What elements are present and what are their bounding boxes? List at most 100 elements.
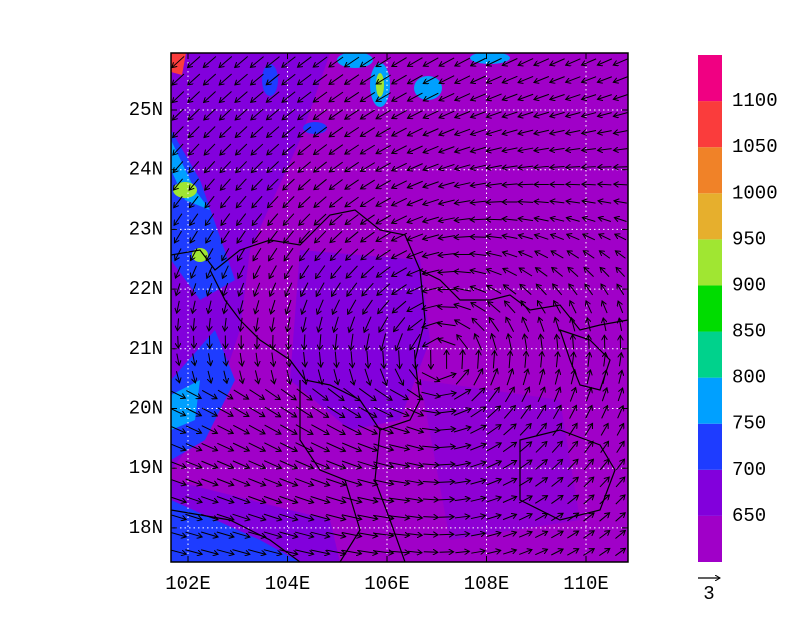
- wind-arrow: [315, 230, 327, 243]
- wind-arrow: [251, 126, 264, 138]
- wind-arrow: [455, 75, 471, 83]
- wind-arrow: [270, 282, 277, 296]
- wind-arrow: [388, 533, 410, 535]
- wind-arrow: [279, 531, 297, 537]
- wind-arrow: [330, 213, 343, 225]
- wind-arrow: [551, 549, 563, 556]
- wind-arrow: [407, 127, 423, 135]
- wind-arrow: [392, 300, 407, 313]
- wind-arrow: [192, 370, 195, 383]
- wind-arrow: [248, 406, 265, 416]
- wind-arrow: [220, 143, 232, 155]
- wind-arrow: [280, 424, 297, 434]
- wind-arrow: [366, 333, 369, 351]
- wind-arrow: [201, 496, 218, 503]
- wind-arrow: [263, 531, 282, 537]
- wind-arrow: [486, 202, 502, 203]
- wind-arrow: [408, 74, 423, 83]
- wind-arrow: [572, 352, 574, 367]
- wind-arrow: [294, 495, 314, 502]
- wind-arrow: [520, 284, 532, 295]
- wind-arrow: [327, 406, 344, 418]
- wind-arrow: [174, 195, 183, 207]
- wind-arrow: [423, 75, 439, 84]
- wind-arrow: [251, 143, 264, 155]
- wind-arrow: [389, 407, 409, 416]
- y-tick-label: 24N: [129, 159, 163, 181]
- wind-arrow: [264, 442, 281, 451]
- wind-arrow: [342, 424, 362, 434]
- wind-arrow: [237, 230, 246, 243]
- wind-arrow: [569, 387, 575, 402]
- wind-arrow: [376, 214, 391, 223]
- wind-arrow: [541, 352, 543, 368]
- wind-arrow: [436, 393, 456, 397]
- wind-arrow: [454, 304, 471, 311]
- wind-arrow: [345, 74, 360, 85]
- wind-arrow: [360, 92, 376, 101]
- wind-arrow: [376, 249, 391, 259]
- wind-arrow: [302, 299, 308, 314]
- colorbar-label: 650: [732, 505, 766, 527]
- wind-arrow: [601, 284, 609, 296]
- wind-arrow: [470, 287, 487, 293]
- wind-arrow: [470, 201, 487, 203]
- wind-arrow: [551, 251, 564, 259]
- wind-arrow: [206, 248, 214, 260]
- wind-arrow: [177, 353, 179, 366]
- wind-arrow: [204, 126, 216, 137]
- wind-arrow: [613, 76, 628, 82]
- wind-arrow: [208, 300, 211, 314]
- wind-arrow: [539, 317, 545, 332]
- wind-arrow: [173, 143, 184, 155]
- wind-arrow: [298, 143, 312, 154]
- wind-arrow: [566, 112, 581, 116]
- wind-arrow: [597, 58, 613, 65]
- wind-arrow: [552, 423, 562, 436]
- wind-arrow: [373, 533, 393, 536]
- wind-arrow: [407, 215, 424, 222]
- wind-arrow: [550, 218, 565, 221]
- wind-arrow: [475, 334, 483, 351]
- wind-arrow: [349, 316, 356, 333]
- wind-arrow: [599, 548, 609, 556]
- wind-arrow: [300, 247, 310, 260]
- wind-arrow: [376, 232, 391, 242]
- wind-arrow: [423, 128, 439, 136]
- wind-arrow: [438, 307, 456, 308]
- colorbar-label: 1000: [732, 182, 778, 204]
- wind-arrow: [423, 234, 440, 239]
- map-area: [171, 53, 628, 562]
- wind-arrow: [602, 301, 608, 314]
- wind-arrow: [171, 425, 185, 433]
- wind-arrow: [173, 178, 183, 190]
- wind-arrow: [254, 282, 261, 296]
- wind-arrow: [616, 267, 626, 277]
- wind-arrow: [200, 531, 218, 537]
- wind-arrow: [358, 406, 377, 417]
- wind-arrow: [303, 316, 306, 332]
- wind-arrow: [439, 128, 455, 135]
- wind-arrow: [583, 531, 594, 539]
- wind-arrow: [294, 513, 314, 519]
- wind-arrow: [299, 230, 311, 243]
- wind-arrow: [488, 302, 501, 313]
- wind-arrow: [285, 265, 293, 278]
- wind-arrow: [177, 300, 180, 313]
- wind-arrow: [422, 304, 440, 309]
- wind-arrow: [345, 196, 359, 207]
- wind-arrow: [176, 283, 181, 295]
- wind-arrow: [357, 442, 377, 450]
- wind-arrow: [599, 459, 609, 471]
- wind-arrow: [615, 251, 626, 259]
- wind-arrow: [614, 218, 627, 222]
- wind-arrow: [232, 513, 250, 520]
- wind-arrow: [392, 110, 407, 118]
- wind-arrow: [423, 499, 438, 500]
- wind-arrow: [175, 248, 182, 261]
- wind-arrow: [566, 58, 581, 65]
- wind-arrow: [550, 76, 565, 83]
- wind-arrow: [471, 93, 487, 100]
- wind-arrow: [346, 265, 358, 278]
- wind-arrow: [503, 406, 515, 419]
